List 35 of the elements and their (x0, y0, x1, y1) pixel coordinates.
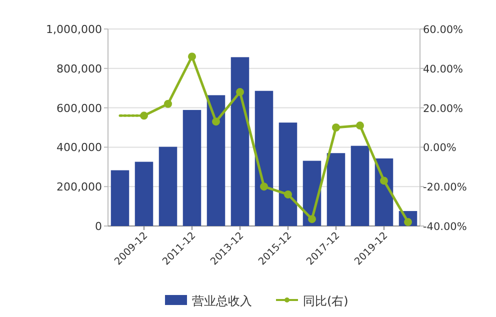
point (308, 215, 316, 224)
y2-tick-label: 20.00% (423, 102, 464, 115)
y2-tick-label: -20.00% (423, 182, 467, 194)
legend-label: 同比(右) (303, 294, 348, 308)
point (332, 124, 340, 132)
point (140, 112, 148, 120)
y2-tick-label: -40.00% (423, 221, 467, 233)
point (164, 100, 172, 108)
bar (350, 146, 370, 226)
bar (278, 122, 298, 226)
bar (158, 146, 178, 226)
bar (254, 90, 274, 226)
y-tick-label: 200,000 (56, 180, 102, 194)
y2-tick-label: 60.00% (423, 24, 464, 36)
bar (230, 57, 250, 226)
point (188, 52, 196, 61)
y-tick-label: 600,000 (56, 102, 102, 115)
point (356, 122, 364, 130)
y2-tick-label: 40.00% (423, 63, 464, 76)
point (380, 176, 388, 185)
y-tick-label: 800,000 (56, 62, 102, 76)
bar (110, 170, 130, 226)
y2-tick-label: 0.00% (423, 142, 456, 154)
legend-label: 营业总收入 (192, 294, 252, 308)
y-tick-label: 0 (95, 220, 102, 233)
bar (326, 153, 346, 226)
bar (206, 95, 226, 226)
point (284, 190, 292, 198)
y-tick-label: 400,000 (56, 141, 102, 154)
point (260, 182, 268, 191)
bar (182, 110, 202, 226)
point (236, 88, 244, 96)
point (212, 118, 220, 126)
y-tick-label: 1,000,000 (46, 23, 102, 36)
bar (134, 162, 154, 226)
